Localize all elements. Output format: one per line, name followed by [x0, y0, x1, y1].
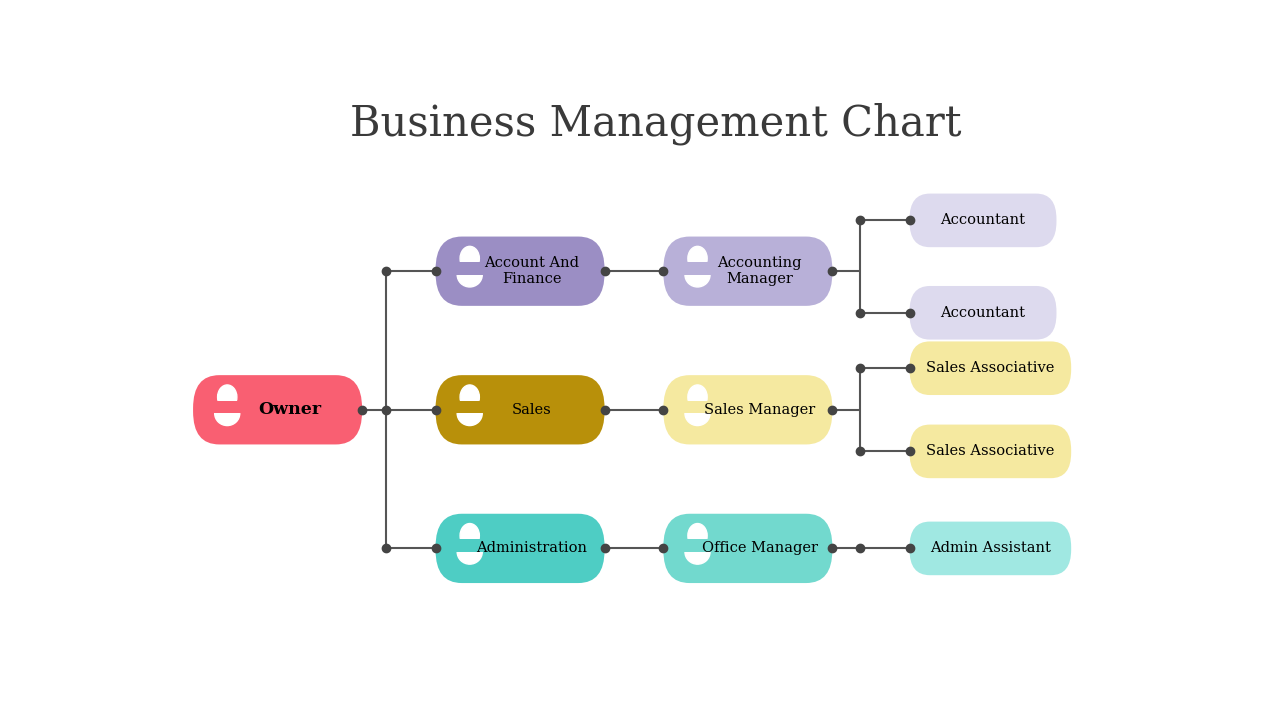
- Ellipse shape: [685, 540, 710, 564]
- Text: Sales Associative: Sales Associative: [927, 444, 1055, 459]
- Ellipse shape: [685, 263, 710, 287]
- Ellipse shape: [457, 263, 483, 287]
- FancyBboxPatch shape: [910, 286, 1056, 340]
- FancyBboxPatch shape: [663, 237, 832, 306]
- FancyBboxPatch shape: [457, 539, 483, 552]
- FancyBboxPatch shape: [214, 401, 241, 413]
- FancyBboxPatch shape: [685, 539, 710, 552]
- FancyBboxPatch shape: [435, 237, 604, 306]
- FancyBboxPatch shape: [910, 425, 1071, 478]
- Text: Sales: Sales: [512, 402, 552, 417]
- FancyBboxPatch shape: [910, 194, 1056, 247]
- Text: Account And
Finance: Account And Finance: [484, 256, 580, 287]
- Circle shape: [687, 246, 707, 271]
- Text: Accountant: Accountant: [941, 306, 1025, 320]
- Circle shape: [687, 523, 707, 548]
- FancyBboxPatch shape: [910, 521, 1071, 575]
- FancyBboxPatch shape: [663, 375, 832, 444]
- Text: Accountant: Accountant: [941, 213, 1025, 228]
- Text: Office Manager: Office Manager: [701, 541, 818, 555]
- Ellipse shape: [215, 401, 239, 426]
- Circle shape: [687, 385, 707, 409]
- FancyBboxPatch shape: [663, 514, 832, 583]
- FancyBboxPatch shape: [910, 341, 1071, 395]
- FancyBboxPatch shape: [457, 262, 483, 275]
- Text: Accounting
Manager: Accounting Manager: [717, 256, 803, 287]
- FancyBboxPatch shape: [435, 375, 604, 444]
- Circle shape: [460, 523, 480, 548]
- Circle shape: [460, 246, 480, 271]
- Text: Business Management Chart: Business Management Chart: [351, 102, 961, 145]
- FancyBboxPatch shape: [685, 401, 710, 413]
- Ellipse shape: [685, 401, 710, 426]
- Text: Owner: Owner: [257, 401, 321, 418]
- Text: Administration: Administration: [476, 541, 588, 555]
- FancyBboxPatch shape: [685, 262, 710, 275]
- Circle shape: [460, 385, 480, 409]
- FancyBboxPatch shape: [435, 514, 604, 583]
- Text: Sales Associative: Sales Associative: [927, 361, 1055, 375]
- Text: Admin Assistant: Admin Assistant: [929, 541, 1051, 555]
- FancyBboxPatch shape: [193, 375, 362, 444]
- Text: Sales Manager: Sales Manager: [704, 402, 815, 417]
- Circle shape: [218, 385, 237, 409]
- Ellipse shape: [457, 540, 483, 564]
- FancyBboxPatch shape: [457, 401, 483, 413]
- Ellipse shape: [457, 401, 483, 426]
